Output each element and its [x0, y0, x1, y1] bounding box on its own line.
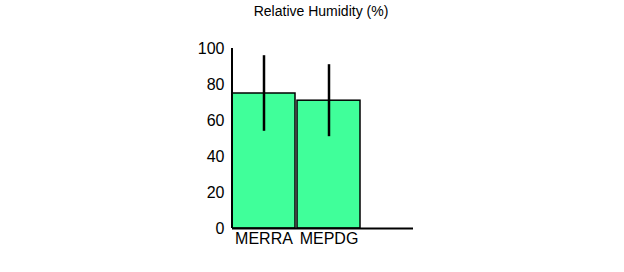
- svg-text:80: 80: [207, 76, 225, 93]
- svg-text:0: 0: [216, 220, 225, 237]
- svg-text:MEPDG: MEPDG: [300, 230, 359, 247]
- svg-text:MERRA: MERRA: [235, 230, 293, 247]
- svg-text:100: 100: [198, 40, 225, 57]
- svg-text:20: 20: [207, 184, 225, 201]
- svg-text:60: 60: [207, 112, 225, 129]
- svg-text:40: 40: [207, 148, 225, 165]
- html-text:Relative Humidity (%): Relative Humidity (%): [253, 3, 389, 19]
